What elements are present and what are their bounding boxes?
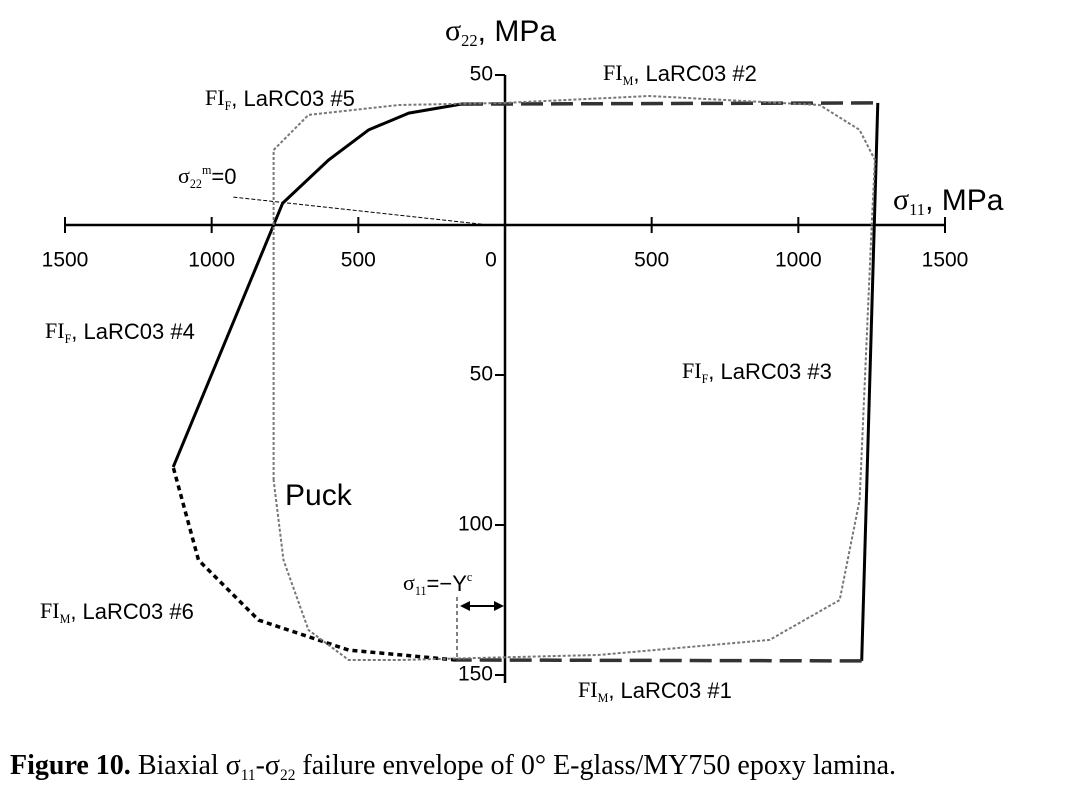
text-part: =0 bbox=[211, 164, 236, 189]
series-line bbox=[860, 102, 880, 661]
text-part: σ bbox=[403, 570, 415, 595]
text-part: σ bbox=[178, 163, 190, 188]
text-part: , LaRC03 #4 bbox=[71, 319, 195, 344]
series-line bbox=[455, 658, 862, 663]
text-part: c bbox=[467, 570, 472, 584]
annotation: FIF, LaRC03 #3 bbox=[682, 358, 832, 386]
y-tick-label: 50 bbox=[470, 63, 493, 86]
annotation: Puck bbox=[285, 479, 353, 512]
text-part: F bbox=[702, 372, 709, 386]
x-tick-label: 0 bbox=[485, 249, 497, 272]
text-part: , MPa bbox=[478, 15, 557, 48]
x-axis-title: σ11, MPa bbox=[893, 183, 1004, 219]
y-tick-label: 50 bbox=[470, 363, 493, 386]
text-part: , LaRC03 #5 bbox=[231, 86, 355, 111]
series-line bbox=[460, 101, 878, 106]
text-part: 22 bbox=[190, 177, 202, 191]
series-line bbox=[272, 94, 876, 661]
text-part: FI bbox=[682, 358, 702, 383]
text-part: F bbox=[225, 99, 232, 113]
arrowheads bbox=[460, 601, 504, 611]
text-part: 11 bbox=[909, 200, 925, 219]
series-line bbox=[233, 196, 489, 226]
text-part: M bbox=[598, 691, 609, 705]
text-part: , LaRC03 #6 bbox=[70, 599, 194, 624]
text-part: σ bbox=[893, 183, 909, 216]
annotation: FIF, LaRC03 #4 bbox=[45, 318, 195, 346]
text-part: 11 bbox=[241, 767, 256, 784]
annotation: FIM, LaRC03 #1 bbox=[578, 677, 732, 705]
text-part: failure envelope of 0° E-glass/MY750 epo… bbox=[295, 750, 896, 781]
text-part: M bbox=[623, 74, 634, 88]
text-part: Puck bbox=[285, 479, 353, 512]
text-part: σ bbox=[445, 14, 461, 47]
text-part: , LaRC03 #2 bbox=[633, 61, 757, 86]
y-tick-label: 150 bbox=[458, 663, 493, 686]
annotation: σ22m=0 bbox=[178, 163, 236, 191]
x-tick-label: 500 bbox=[634, 249, 669, 272]
text-part: FI bbox=[45, 318, 65, 343]
annotation: σ11=−Yc bbox=[403, 570, 472, 598]
text-part: , LaRC03 #1 bbox=[608, 678, 732, 703]
text-part: -σ bbox=[256, 750, 280, 781]
text-part: =−Y bbox=[427, 571, 468, 596]
text-part: Biaxial σ bbox=[131, 750, 241, 781]
annotation: FIM, LaRC03 #2 bbox=[603, 60, 757, 88]
text-part: , LaRC03 #3 bbox=[708, 359, 832, 384]
series-line bbox=[171, 202, 285, 468]
x-tick-label: 500 bbox=[341, 249, 376, 272]
series-line bbox=[281, 102, 462, 205]
text-part: , MPa bbox=[925, 184, 1004, 217]
text-part: FI bbox=[578, 677, 598, 702]
x-tick-label: 1500 bbox=[42, 249, 89, 272]
text-part: F bbox=[65, 332, 72, 346]
caption: Figure 10. Biaxial σ11-σ22 failure envel… bbox=[10, 750, 896, 784]
text-part: m bbox=[202, 163, 212, 177]
x-tick-label: 1000 bbox=[188, 249, 235, 272]
text-part: 22 bbox=[280, 767, 295, 784]
x-tick-label: 1000 bbox=[775, 249, 822, 272]
text-part: FI bbox=[40, 598, 60, 623]
y-axis-title: σ22, MPa bbox=[445, 14, 556, 50]
text-part: FI bbox=[205, 85, 225, 110]
text-part: 11 bbox=[415, 584, 427, 598]
text-part: FI bbox=[603, 60, 623, 85]
x-tick-label: 1500 bbox=[922, 249, 969, 272]
annotation: FIM, LaRC03 #6 bbox=[40, 598, 194, 626]
text-part: M bbox=[60, 612, 71, 626]
series-line bbox=[171, 466, 457, 662]
y-tick-label: 100 bbox=[458, 513, 493, 536]
annotation: FIF, LaRC03 #5 bbox=[205, 85, 355, 113]
text-part: 22 bbox=[461, 31, 478, 50]
text-part: Figure 10. bbox=[10, 750, 131, 781]
